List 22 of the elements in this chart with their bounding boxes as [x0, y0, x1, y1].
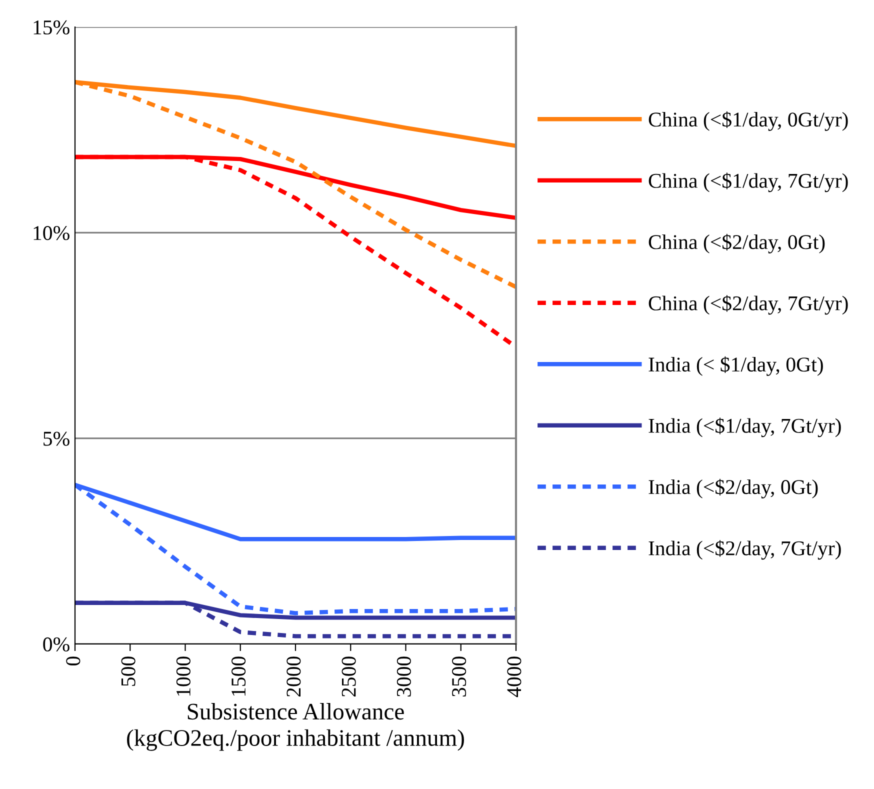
legend-label: India (<$2/day, 0Gt)	[648, 478, 818, 498]
x-tick-label: 2500	[342, 656, 356, 697]
legend-label: China (<$2/day, 0Gt)	[648, 234, 825, 254]
x-axis-title: Subsistence Allowance (kgCO2eq./poor inhabitant /annum)	[127, 703, 464, 751]
y-tick-label: 10%	[34, 226, 70, 240]
y-tick-label: 15%	[34, 20, 70, 34]
legend-label: China (<$1/day, 0Gt/yr)	[648, 111, 848, 131]
x-tick-label: 2000	[286, 656, 301, 697]
x-tick-label: 3000	[396, 656, 411, 696]
x-tick-label: 1000	[176, 656, 190, 696]
y-tick-label: 5%	[44, 432, 70, 446]
x-tick-label: 0	[66, 656, 80, 666]
legend-label: China (<$1/day, 7Gt/yr)	[648, 172, 848, 192]
legend-label: China (<$2/day, 7Gt/yr)	[648, 295, 848, 315]
legend-label: India (<$1/day, 7Gt/yr)	[648, 418, 841, 438]
x-tick-label: 3500	[452, 656, 466, 696]
legend-label: India (<$2/day, 7Gt/yr)	[648, 540, 841, 560]
x-tick-label: 4000	[507, 656, 522, 698]
x-tick-label: 1500	[232, 656, 246, 696]
legend-label: India (< $1/day, 0Gt)	[648, 356, 823, 376]
x-tick-label: 500	[121, 656, 136, 686]
y-tick-label: 0%	[43, 637, 70, 652]
